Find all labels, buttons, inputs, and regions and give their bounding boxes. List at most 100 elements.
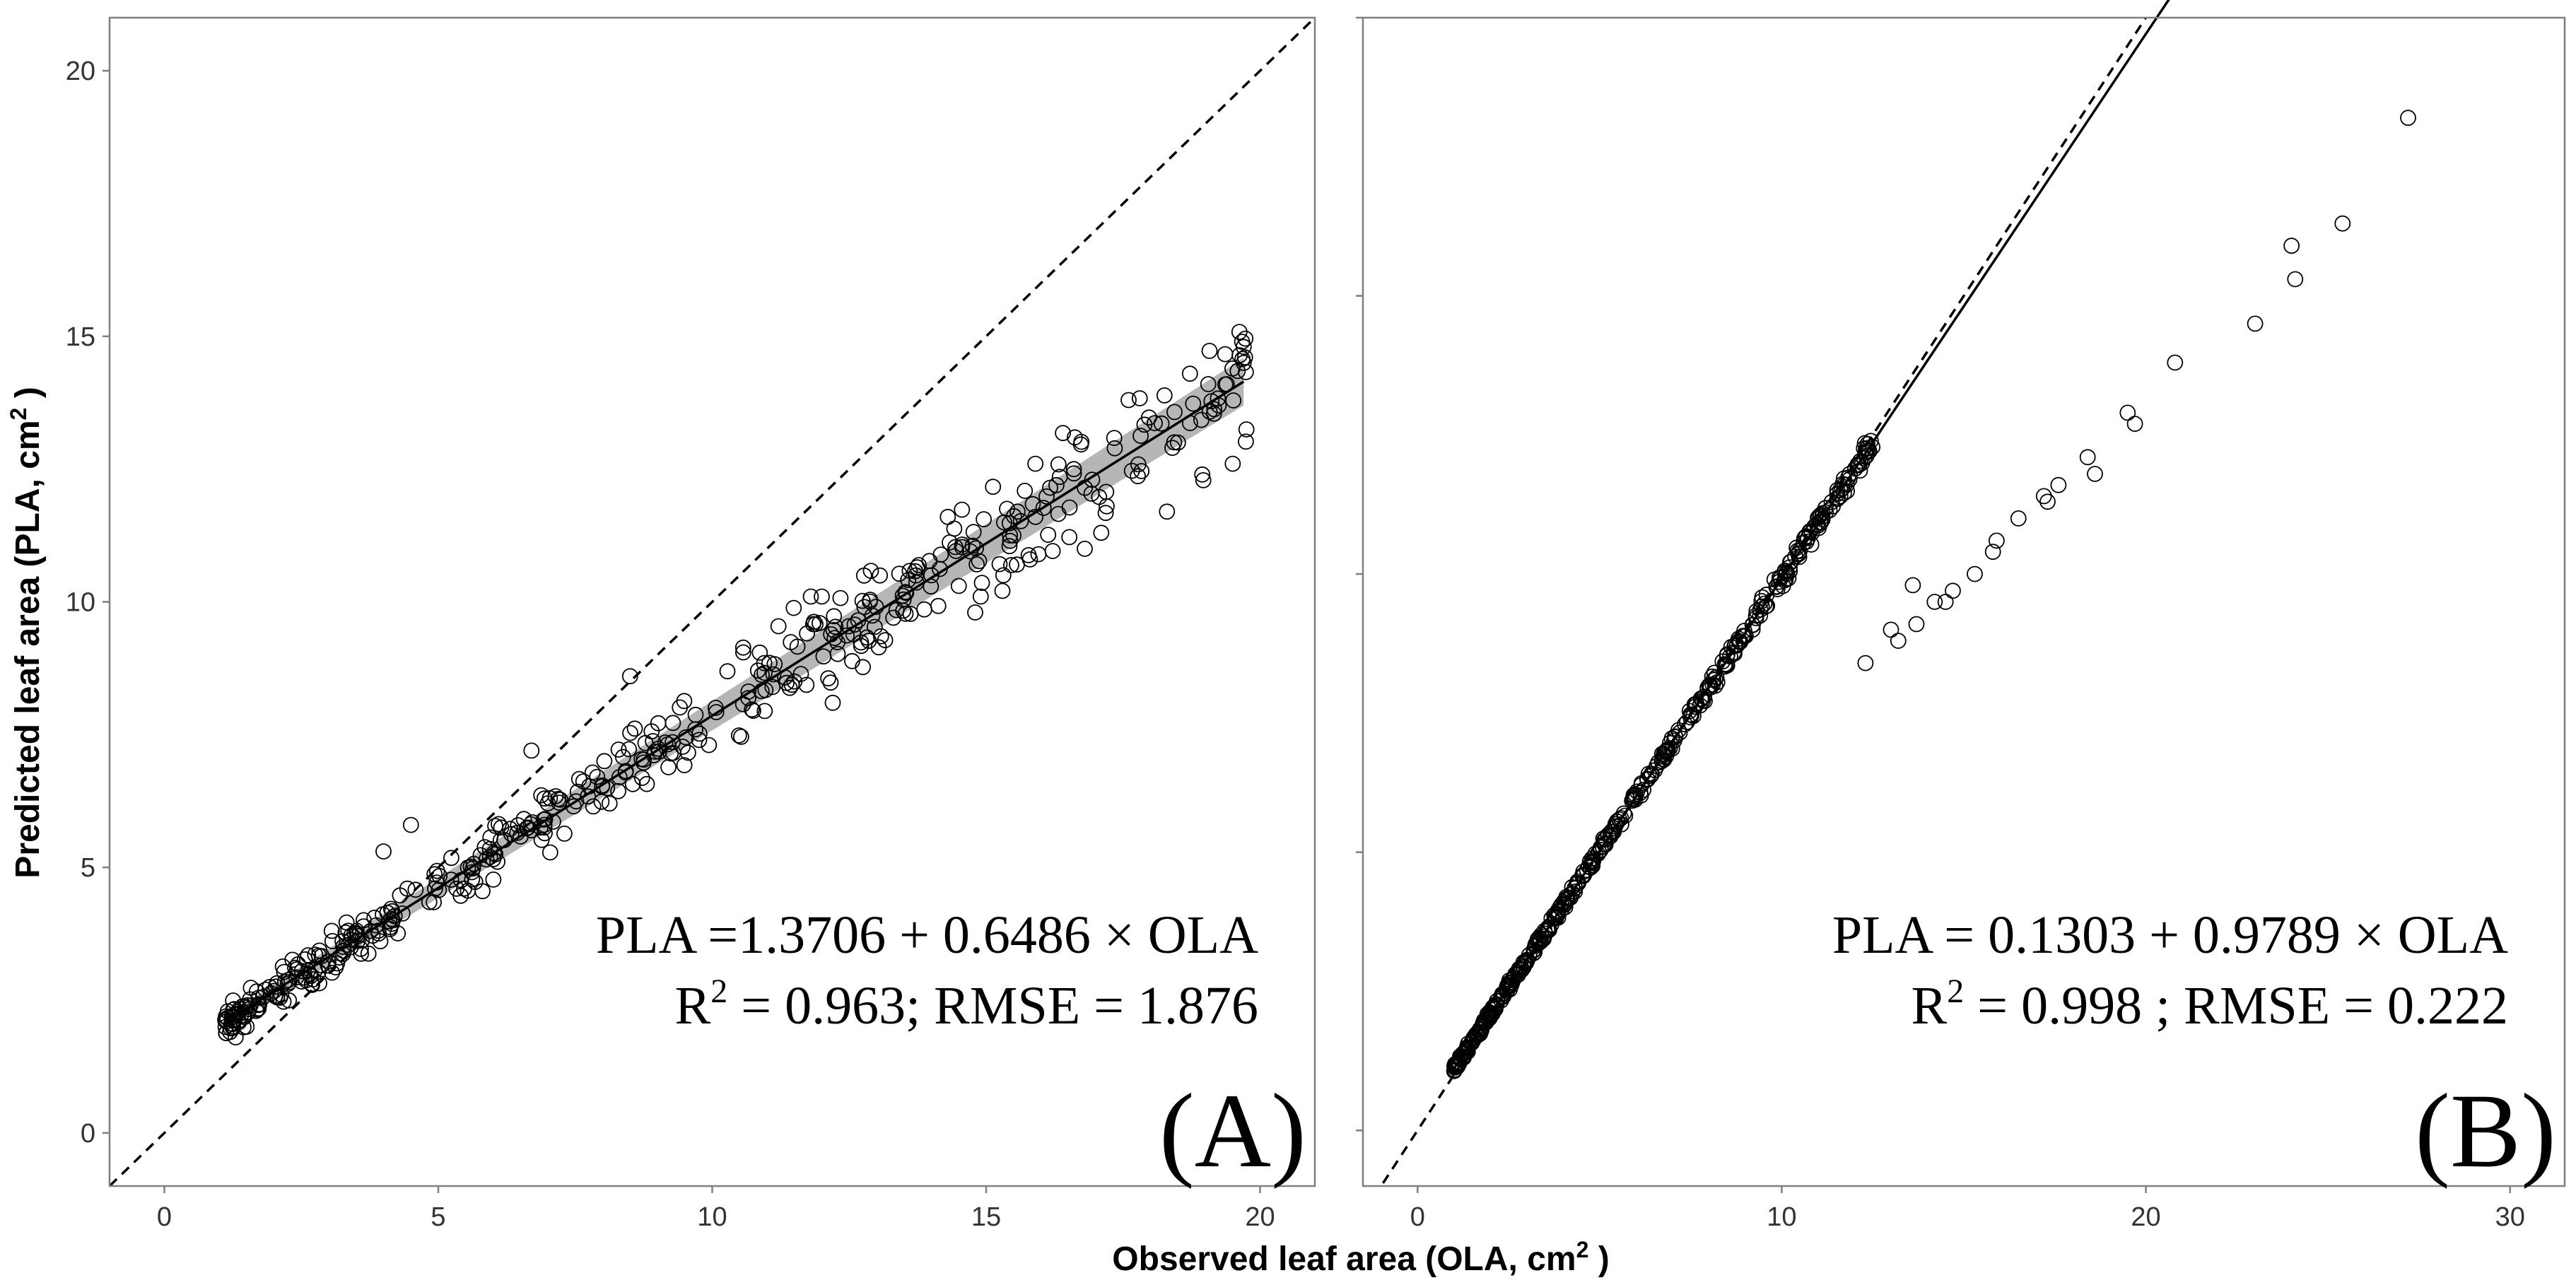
- data-point: [1181, 365, 1198, 382]
- data-point: [464, 871, 481, 888]
- data-point: [227, 1029, 244, 1045]
- data-point: [968, 556, 985, 573]
- data-point: [1570, 875, 1586, 891]
- data-point: [1692, 691, 1709, 707]
- data-point: [225, 992, 242, 1009]
- data-point: [1164, 440, 1181, 456]
- data-point: [1238, 421, 1255, 438]
- data-point: [1001, 538, 1018, 555]
- data-point: [1131, 390, 1148, 406]
- data-point: [624, 775, 641, 792]
- data-point: [1849, 456, 1866, 473]
- data-point: [1834, 476, 1851, 493]
- x-axis-label: Observed leaf area (OLA, cm2 ): [1112, 1237, 1609, 1278]
- data-point: [1864, 439, 1881, 455]
- data-point: [719, 663, 736, 680]
- x-axis-label-sup: 2: [1576, 1237, 1589, 1262]
- data-point: [610, 782, 626, 799]
- data-point: [1229, 363, 1246, 380]
- data-point: [1512, 961, 1529, 977]
- data-point: [1038, 488, 1055, 505]
- data-point: [1077, 541, 1093, 557]
- data-point: [617, 764, 634, 781]
- data-point: [1169, 434, 1186, 451]
- data-point: [1009, 503, 1026, 520]
- data-point: [916, 601, 932, 618]
- data-point: [900, 572, 917, 588]
- data-point: [593, 793, 610, 810]
- fit-line: [229, 380, 1245, 1020]
- data-point: [740, 683, 757, 700]
- data-point: [859, 629, 875, 646]
- data-point: [448, 880, 465, 897]
- y-tick-label: 10: [66, 588, 95, 618]
- data-point: [1200, 376, 1217, 392]
- data-point: [1452, 1050, 1469, 1067]
- data-point: [1583, 855, 1600, 872]
- data-point: [1093, 524, 1110, 541]
- data-point: [485, 872, 502, 888]
- data-point: [846, 616, 863, 633]
- data-point: [515, 811, 532, 828]
- data-point: [1757, 598, 1774, 615]
- data-point: [2334, 215, 2351, 232]
- data-point: [885, 609, 902, 626]
- data-point: [1048, 476, 1065, 493]
- data-point: [756, 703, 773, 720]
- data-point: [1518, 953, 1534, 969]
- data-point: [1908, 616, 1925, 633]
- y-tick-label: 20: [66, 57, 95, 86]
- data-point: [1667, 729, 1684, 745]
- data-point: [872, 628, 889, 645]
- data-point: [1132, 428, 1149, 444]
- data-point: [867, 618, 883, 635]
- data-point: [1553, 900, 1570, 917]
- data-point: [1159, 503, 1176, 520]
- data-point: [360, 945, 377, 962]
- data-point: [1510, 964, 1527, 981]
- data-point: [932, 546, 949, 563]
- data-point: [1817, 500, 1834, 517]
- data-point: [853, 634, 870, 651]
- data-point: [280, 972, 297, 988]
- data-point: [596, 753, 613, 770]
- data-point: [2247, 315, 2264, 332]
- data-point: [382, 921, 399, 937]
- data-point: [1643, 766, 1660, 783]
- data-point: [1017, 483, 1034, 499]
- data-point: [1106, 440, 1123, 457]
- data-point: [536, 790, 553, 807]
- data-point: [533, 831, 550, 848]
- data-point: [751, 644, 768, 661]
- data-point: [1473, 1023, 1489, 1040]
- data-point: [930, 597, 947, 614]
- data-point: [1027, 455, 1044, 472]
- data-point: [1745, 616, 1761, 633]
- data-point: [462, 858, 479, 875]
- data-point: [701, 737, 718, 753]
- data-point: [2119, 404, 2136, 421]
- data-point: [476, 839, 493, 855]
- data-point: [665, 734, 681, 751]
- regression-equation: PLA =1.3706 + 0.6486 × OLA: [596, 905, 1258, 965]
- data-point: [1829, 486, 1846, 503]
- data-point: [822, 674, 839, 691]
- data-point: [1747, 607, 1764, 624]
- data-point: [1734, 628, 1751, 645]
- data-point: [356, 912, 372, 929]
- data-point: [1185, 395, 1202, 412]
- data-point: [1486, 1000, 1502, 1016]
- data-point: [1658, 741, 1675, 758]
- data-point: [1021, 551, 1038, 568]
- data-point: [1133, 463, 1150, 479]
- data-point: [972, 588, 989, 605]
- data-point: [431, 867, 448, 884]
- data-point: [1705, 671, 1722, 688]
- data-point: [1731, 633, 1747, 650]
- x-tick-label: 20: [1245, 1202, 1275, 1232]
- data-point: [407, 881, 424, 898]
- x-tick-label: 5: [431, 1202, 445, 1232]
- data-point: [1499, 981, 1516, 998]
- data-point: [783, 634, 800, 650]
